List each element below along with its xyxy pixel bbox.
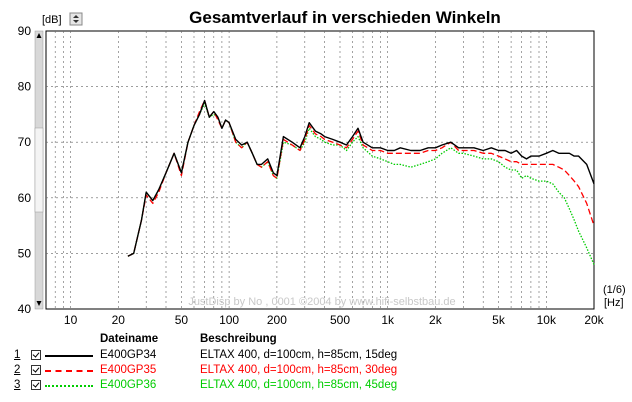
x-tick-label: 10: [64, 313, 78, 327]
frequency-response-chart: Gesamtverlauf in verschieden Winkeln [dB…: [18, 8, 626, 327]
legend-filename: E400GP36: [100, 379, 157, 391]
visibility-checkbox[interactable]: [31, 350, 41, 360]
y-unit-spinner[interactable]: [69, 12, 83, 26]
legend-description: ELTAX 400, d=100cm, h=85cm, 45deg: [200, 379, 398, 391]
x-tick-label: 5k: [492, 313, 506, 327]
x-tick-label: 20: [112, 313, 126, 327]
header-filename: Dateiname: [100, 333, 159, 345]
x-tick-label: 2k: [429, 313, 443, 327]
x-axis-unit-label: [Hz]: [604, 297, 624, 309]
chart-title: Gesamtverlauf in verschieden Winkeln: [189, 8, 501, 27]
grid: [46, 31, 594, 309]
scroll-up-icon[interactable]: [36, 33, 42, 38]
legend-description: ELTAX 400, d=100cm, h=85cm, 15deg: [200, 349, 398, 361]
y-axis-unit-label: [dB]: [42, 14, 62, 26]
line-sample: [45, 385, 93, 387]
x-tick-label: 50: [175, 313, 189, 327]
y-tick-label: 50: [18, 246, 32, 260]
plot-area: [45, 30, 595, 310]
y-tick-label: 90: [18, 24, 32, 38]
y-tick-label: 40: [18, 302, 32, 316]
header-description: Beschreibung: [200, 333, 277, 345]
smoothing-label: (1/6): [603, 284, 626, 296]
x-tick-label: 1k: [381, 313, 395, 327]
x-tick-label: 100: [219, 313, 239, 327]
series-line-e400gp34: [127, 99, 595, 257]
x-tick-label: 200: [267, 313, 287, 327]
legend-row-number: 2: [14, 364, 21, 376]
y-scrollbar-thumb[interactable]: [34, 127, 44, 213]
legend-description: ELTAX 400, d=100cm, h=85cm, 30deg: [200, 364, 398, 376]
visibility-checkbox[interactable]: [31, 365, 41, 375]
legend-row-number: 1: [14, 349, 21, 361]
line-sample: [45, 370, 93, 372]
series-lines: [127, 99, 595, 265]
y-tick-label: 70: [18, 135, 32, 149]
x-tick-labels: 10 20 50 100 200 500 1k 2k 5k 10k 20k: [64, 313, 605, 327]
y-tick-label: 80: [18, 80, 32, 94]
x-tick-label: 10k: [537, 313, 557, 327]
legend-row-number: 3: [14, 379, 21, 391]
x-tick-label: 20k: [584, 313, 604, 327]
spinner-down-icon[interactable]: [73, 20, 79, 23]
legend-filename: E400GP34: [100, 349, 157, 361]
y-tick-label: 60: [18, 191, 32, 205]
legend-filename: E400GP35: [100, 364, 157, 376]
x-tick-label: 500: [330, 313, 350, 327]
visibility-checkbox[interactable]: [31, 380, 41, 390]
scroll-down-icon[interactable]: [36, 301, 42, 306]
y-tick-labels: 90 80 70 60 50 40: [18, 24, 32, 316]
watermark: JustDisp by No , 0001 ©2004 by www.hifi-…: [188, 296, 455, 308]
y-scrollbar[interactable]: [34, 30, 44, 310]
spinner-up-icon[interactable]: [73, 15, 79, 18]
line-sample: [45, 355, 93, 357]
